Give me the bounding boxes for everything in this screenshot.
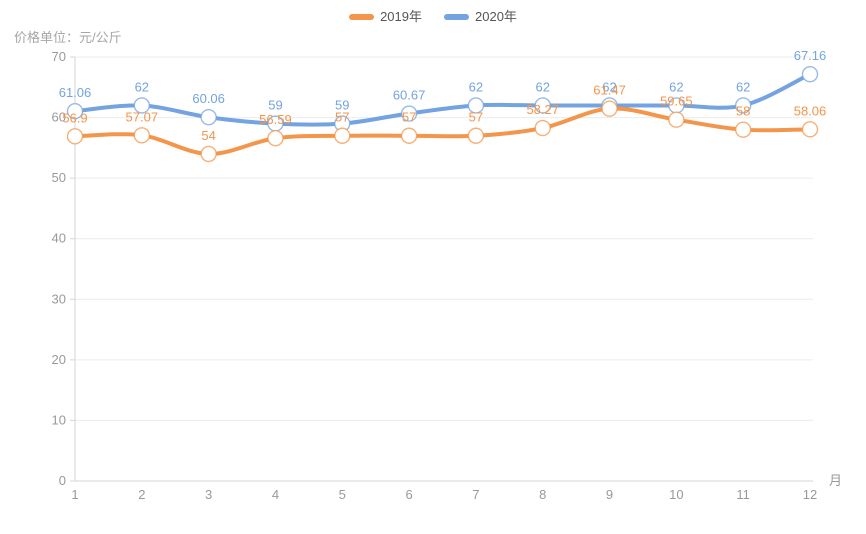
x-tick-label: 2 (138, 487, 145, 502)
data-label-2019年: 57 (335, 110, 349, 125)
data-label-2020年: 60.06 (192, 91, 225, 106)
data-label-2019年: 56.59 (259, 112, 292, 127)
y-tick-label: 40 (52, 231, 66, 246)
data-label-2019年: 59.65 (660, 94, 693, 109)
data-label-2020年: 59 (335, 98, 349, 113)
data-point-2019年[interactable] (200, 145, 217, 163)
data-label-2020年: 62 (602, 79, 616, 94)
x-tick-label: 8 (539, 487, 546, 502)
data-point-2020年[interactable] (534, 97, 551, 114)
data-label-2019年: 57.07 (126, 109, 159, 124)
y-tick-label: 30 (52, 291, 66, 306)
data-point-2020年[interactable] (66, 102, 84, 120)
data-point-2020年[interactable] (400, 105, 418, 122)
data-point-2020年[interactable] (734, 97, 752, 114)
legend-label-2020: 2020年 (475, 9, 517, 24)
data-label-2020年: 62 (469, 79, 483, 94)
y-tick-label: 70 (52, 49, 66, 64)
x-tick-label: 4 (272, 487, 279, 502)
chart-legend: 2019年 2020年 (0, 8, 866, 26)
y-tick-label: 60 (52, 110, 66, 125)
data-label-2019年: 57 (402, 110, 416, 125)
x-tick-label: 11 (736, 487, 750, 502)
legend-item-2019[interactable]: 2019年 (349, 8, 422, 26)
legend-marker-2019-icon (349, 14, 375, 20)
data-point-2020年[interactable] (467, 97, 485, 114)
data-point-2019年[interactable] (133, 127, 151, 144)
data-point-2020年[interactable] (801, 66, 819, 83)
data-point-2020年[interactable] (200, 109, 217, 126)
data-label-2019年: 56.9 (62, 110, 87, 125)
data-label-2019年: 57 (469, 110, 483, 125)
legend-marker-2020-icon (444, 14, 469, 20)
x-axis-unit: 月 (829, 473, 842, 488)
data-point-2019年[interactable] (668, 111, 685, 128)
data-label-2020年: 60.67 (393, 88, 426, 103)
y-tick-label: 50 (52, 170, 66, 185)
data-label-2019年: 58.27 (526, 102, 559, 117)
data-point-2019年[interactable] (601, 100, 618, 117)
data-label-2020年: 62 (135, 79, 149, 94)
data-point-2019年[interactable] (267, 130, 284, 147)
x-tick-label: 12 (803, 487, 817, 502)
data-label-2019年: 54 (201, 128, 215, 143)
y-tick-label: 20 (52, 352, 66, 367)
y-tick-label: 10 (52, 412, 66, 427)
legend-label-2019: 2019年 (380, 9, 422, 24)
y-tick-label: 0 (59, 473, 66, 488)
series-line-2019年[interactable] (73, 106, 812, 156)
data-point-2019年[interactable] (534, 119, 551, 137)
data-label-2019年: 58.06 (794, 103, 827, 118)
x-tick-label: 9 (606, 487, 613, 502)
data-label-2019年: 58 (736, 104, 750, 119)
y-axis-title: 价格单位：元/公斤 (14, 30, 122, 45)
data-point-2019年[interactable] (66, 128, 84, 145)
x-tick-label: 10 (669, 487, 683, 502)
x-tick-label: 5 (339, 487, 346, 502)
x-tick-label: 6 (405, 487, 412, 502)
x-tick-label: 7 (472, 487, 479, 502)
data-label-2020年: 62 (535, 79, 549, 94)
data-label-2020年: 59 (268, 98, 282, 113)
data-label-2020年: 61.06 (59, 85, 92, 100)
data-point-2019年[interactable] (734, 121, 752, 138)
data-point-2019年[interactable] (334, 127, 351, 144)
data-point-2019年[interactable] (467, 127, 485, 144)
legend-item-2020[interactable]: 2020年 (444, 8, 517, 26)
data-point-2020年[interactable] (133, 97, 151, 114)
data-label-2020年: 62 (669, 79, 683, 94)
x-tick-label: 3 (205, 487, 212, 502)
data-point-2019年[interactable] (801, 121, 819, 138)
data-label-2020年: 67.16 (794, 48, 827, 63)
x-tick-label: 1 (71, 487, 78, 502)
data-label-2020年: 62 (736, 79, 750, 94)
data-point-2019年[interactable] (400, 127, 418, 144)
data-label-2019年: 61.47 (593, 83, 626, 98)
